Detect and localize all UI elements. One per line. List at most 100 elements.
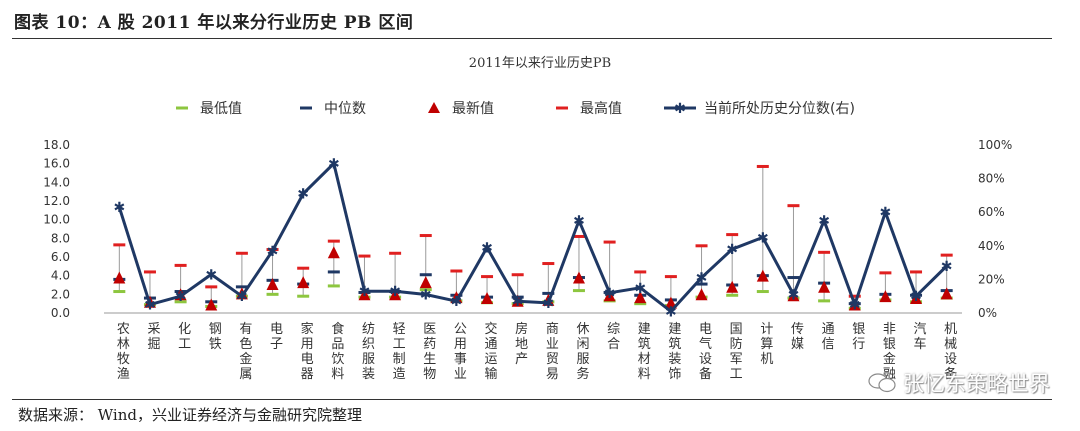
latest-marker: [879, 290, 892, 303]
percentile-point: ✱: [573, 214, 585, 230]
category-label: 计算机: [760, 322, 773, 367]
category-label: 采掘: [147, 322, 160, 352]
percentile-point: ✱: [696, 271, 708, 287]
percentile-point: ✱: [420, 288, 432, 304]
percentile-line: [117, 162, 948, 313]
category-label: 房地产: [515, 321, 528, 367]
category-label: 有色金属: [239, 322, 252, 382]
latest-marker: [113, 271, 126, 284]
legend-label-1: 中位数: [324, 101, 366, 117]
y-left-tick: 2.0: [51, 287, 70, 301]
category-label: 通信: [822, 322, 835, 352]
latest-marker: [634, 291, 647, 304]
y-left-tick: 8.0: [51, 231, 70, 245]
percentile-point: ✱: [175, 289, 187, 305]
latest-marker: [327, 246, 340, 259]
y-left-tick: 12.0: [43, 194, 70, 208]
category-label: 医药生物: [423, 322, 436, 382]
latest-marker: [235, 287, 248, 300]
percentile-point: ✱: [604, 286, 616, 302]
y-right-tick: 60%: [978, 205, 1005, 219]
category-label: 公用事业: [454, 322, 467, 382]
category-label: 机械设备: [944, 322, 957, 382]
latest-marker: [297, 276, 310, 289]
latest-marker: [910, 292, 923, 304]
category-label: 交通运输: [485, 321, 498, 382]
percentile-point: ✱: [451, 294, 463, 310]
percentile-point: ✱: [910, 289, 922, 305]
latest-marker: [419, 276, 432, 289]
chart-title: 2011年以来行业历史PB: [469, 56, 611, 71]
category-label: 银行: [852, 322, 865, 352]
category-label: 传媒: [791, 322, 804, 352]
category-label: 汽车: [914, 322, 927, 352]
percentile-point: ✱: [726, 242, 738, 258]
y-right-tick: 20%: [978, 272, 1005, 286]
percentile-point: ✱: [880, 205, 892, 221]
latest-marker: [603, 289, 616, 302]
legend-label-3: 最高值: [580, 100, 622, 117]
percentile-point: ✱: [941, 259, 953, 275]
latest-marker: [389, 288, 402, 301]
top-rule: [12, 38, 1052, 39]
category-label: 纺织服装: [362, 322, 375, 382]
category-label: 建筑装饰: [668, 322, 681, 382]
y-left-tick: 14.0: [43, 175, 70, 189]
legend-label-2: 最新值: [452, 101, 494, 117]
category-label: 综合: [607, 322, 620, 352]
percentile-point: ✱: [634, 281, 646, 297]
bottom-rule: [12, 399, 1052, 400]
latest-marker: [726, 280, 739, 293]
category-label: 国防军工: [730, 322, 743, 382]
y-left-tick: 4.0: [51, 269, 70, 283]
percentile-point: ✱: [481, 240, 493, 256]
y-right-tick: 0%: [978, 306, 997, 320]
percentile-point: ✱: [297, 187, 309, 203]
legend-label-4: 当前所处历史分位数(右): [704, 100, 855, 117]
percentile-point: ✱: [236, 289, 248, 305]
latest-marker: [664, 296, 677, 309]
chat-bubbles-icon: [868, 373, 896, 393]
category-label: 商业贸易: [546, 322, 559, 382]
percentile-point: ✱: [144, 298, 156, 314]
percentile-point: ✱: [328, 156, 340, 172]
y-left-tick: 0.0: [51, 306, 70, 320]
percentile-point: ✱: [359, 284, 371, 300]
category-label: 钢铁: [209, 322, 222, 352]
category-label: 化工: [178, 322, 191, 352]
category-label: 休闲服务: [576, 322, 589, 382]
percentile-point: ✱: [818, 214, 830, 230]
latest-marker: [266, 278, 279, 290]
figure-title: 图表 10：A 股 2011 年以来分行业历史 PB 区间: [14, 13, 414, 33]
legend-star-4: ✱: [674, 101, 686, 117]
y-right-tick: 40%: [978, 239, 1005, 253]
category-label: 建筑材料: [638, 322, 651, 382]
watermark: 张忆东策略世界: [867, 368, 1050, 398]
legend-label-0: 最低值: [200, 101, 242, 117]
category-label: 家用电器: [301, 321, 314, 382]
percentile-point: ✱: [389, 284, 401, 300]
percentile-point: ✱: [113, 200, 125, 216]
latest-marker: [481, 292, 494, 304]
y-right-tick: 80%: [978, 172, 1005, 186]
percentile-point: ✱: [849, 298, 861, 314]
percentile-point: ✱: [542, 296, 554, 312]
y-left-tick: 16.0: [43, 157, 70, 171]
latest-marker: [695, 288, 708, 301]
percentile-point: ✱: [267, 244, 279, 260]
latest-marker: [358, 288, 371, 301]
percentile-point: ✱: [788, 288, 800, 304]
y-left-tick: 6.0: [51, 250, 70, 264]
category-label: 农林牧渔: [117, 322, 130, 382]
latest-marker: [940, 287, 953, 300]
y-left-tick: 18.0: [43, 138, 70, 152]
source-note: 数据来源： Wind，兴业证券经济与金融研究院整理: [18, 406, 362, 424]
percentile-point: ✱: [757, 230, 769, 246]
y-right-tick: 100%: [978, 138, 1012, 152]
percentile-point: ✱: [205, 267, 217, 283]
percentile-point: ✱: [512, 294, 524, 310]
watermark-text: 张忆东策略世界: [903, 372, 1050, 396]
category-label: 食品饮料: [331, 321, 344, 382]
category-label: 电气设备: [699, 322, 712, 382]
percentile-point: ✱: [665, 304, 677, 320]
